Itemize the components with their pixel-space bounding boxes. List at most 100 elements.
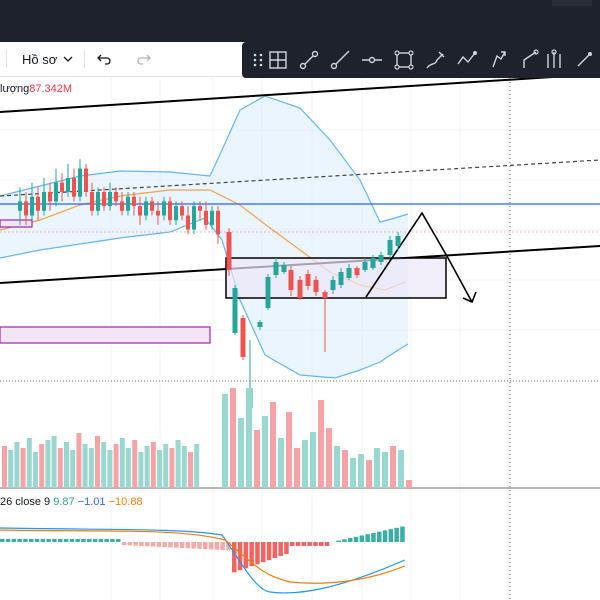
- candle-body: [24, 201, 28, 216]
- path-icon[interactable]: [455, 48, 479, 72]
- macd-histogram-bar: [220, 542, 225, 551]
- volume-bar: [76, 433, 82, 488]
- macd-histogram-bar: [58, 539, 63, 542]
- drawing-toolbar: [242, 42, 600, 78]
- candle-body: [305, 274, 311, 286]
- volume-bar: [138, 452, 144, 488]
- signal-value: −1.01: [77, 496, 106, 508]
- toolbar-separator: [6, 50, 7, 68]
- candle-body: [338, 272, 344, 285]
- volume-bar: [181, 446, 187, 488]
- dashed-trend-line[interactable]: [0, 159, 600, 197]
- macd-histogram-bar: [266, 542, 272, 561]
- macd-histogram-bar: [307, 542, 312, 546]
- candle-body: [265, 277, 271, 308]
- volume-bar: [45, 440, 51, 488]
- bollinger-lower-line: [0, 217, 409, 379]
- candle-body: [240, 318, 246, 357]
- macd-histogram-bar: [63, 539, 69, 542]
- volume-bar: [33, 452, 38, 488]
- candle-body: [370, 258, 376, 268]
- macd-histogram-bar: [40, 539, 46, 542]
- ray-icon[interactable]: [328, 48, 352, 72]
- macd-histogram-bar: [121, 542, 127, 546]
- candle-body: [132, 196, 136, 207]
- candle-body: [395, 236, 401, 246]
- candle-body: [192, 206, 196, 230]
- volume-bar: [88, 448, 94, 488]
- macd-histogram-bar: [75, 539, 80, 542]
- candle-body: [180, 206, 184, 216]
- macd-histogram-bar: [92, 539, 98, 542]
- rectangle-icon[interactable]: [392, 48, 416, 72]
- trend-line-icon[interactable]: [297, 48, 321, 72]
- drag-handle-icon[interactable]: [246, 48, 270, 72]
- volume-bar: [222, 394, 228, 488]
- brush-icon[interactable]: [423, 48, 447, 72]
- macd-histogram-bar: [232, 542, 237, 573]
- candle-body: [226, 232, 232, 270]
- volume-bar: [107, 450, 113, 488]
- volume-bar: [326, 428, 332, 488]
- projection-arrow[interactable]: [365, 211, 473, 303]
- macd-histogram-bar: [214, 542, 220, 550]
- volume-bar: [246, 388, 252, 488]
- macd-histogram-bar: [174, 542, 179, 548]
- volume-bar: [278, 438, 284, 488]
- volume-bar: [318, 400, 324, 488]
- horizontal-line-icon[interactable]: [360, 48, 384, 72]
- macd-histogram-bar: [313, 542, 318, 546]
- profile-menu[interactable]: Hồ sơ: [22, 48, 73, 70]
- candle-body: [42, 192, 46, 211]
- volume-bar: [270, 402, 276, 488]
- volume-bar: [382, 452, 388, 488]
- macd-histogram-bar: [382, 530, 388, 542]
- volume-bar: [163, 444, 169, 488]
- undo-button[interactable]: [96, 48, 112, 70]
- consolidation-box[interactable]: [225, 257, 447, 299]
- macd-histogram-bar: [5, 539, 11, 542]
- macd-histogram-bar: [11, 539, 17, 542]
- macd-histogram-bar: [145, 542, 150, 547]
- volume-bar: [350, 458, 356, 488]
- zone-rectangle[interactable]: [0, 326, 211, 344]
- volume-bar: [144, 446, 150, 488]
- profile-label: Hồ sơ: [22, 51, 58, 67]
- crosshair-grid-icon[interactable]: [266, 48, 290, 72]
- upper-trend-line[interactable]: [0, 78, 600, 113]
- arrow-tool-icon[interactable]: [487, 48, 511, 72]
- macd-params: 26 close 9: [0, 496, 51, 508]
- redo-button[interactable]: [136, 48, 152, 70]
- macd-histogram-bar: [301, 542, 307, 546]
- macd-histogram-bar: [249, 542, 254, 567]
- candle-body: [102, 192, 106, 207]
- candles-group: [18, 159, 401, 430]
- macd-histogram-bar: [185, 542, 191, 549]
- macd-histogram-bar: [203, 542, 208, 550]
- volume-bar: [188, 452, 193, 488]
- volume-bar: [57, 448, 63, 488]
- macd-histogram-bar: [150, 542, 156, 547]
- volume-bar: [302, 440, 308, 488]
- volume-bar: [334, 446, 340, 488]
- volume-bar: [175, 440, 181, 488]
- volume-bar: [157, 450, 162, 488]
- pitchfork-icon[interactable]: [542, 48, 566, 72]
- volume-bars: [2, 388, 412, 488]
- zone-rectangle-small[interactable]: [0, 219, 33, 228]
- volume-bar: [20, 448, 26, 488]
- signal-line: [0, 529, 406, 584]
- price-chart[interactable]: [0, 78, 600, 600]
- candle-body: [378, 255, 384, 262]
- candle-body: [120, 201, 124, 211]
- measure-icon[interactable]: [518, 48, 542, 72]
- fib-tool-icon[interactable]: [572, 48, 596, 72]
- arrow-head: [462, 291, 477, 304]
- chevron-down-icon: [63, 56, 73, 62]
- candle-body: [216, 210, 220, 235]
- candle-body: [18, 201, 22, 211]
- candle-body: [54, 182, 58, 202]
- macd-legend: 26 close 9 9.87 −1.01 −10.88: [0, 496, 143, 508]
- candle-body: [204, 210, 208, 225]
- macd-histogram-bar: [400, 526, 405, 542]
